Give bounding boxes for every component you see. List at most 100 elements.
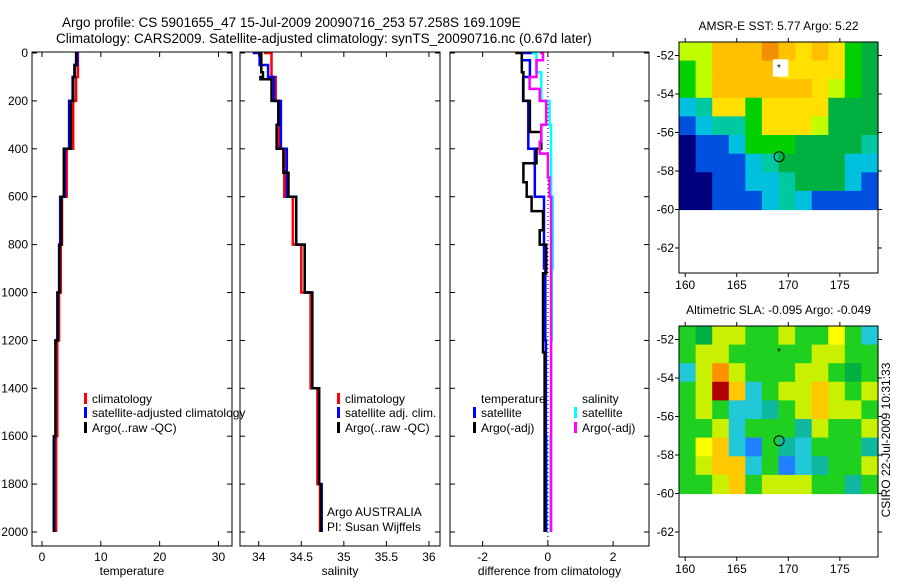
heatmap-cell [828,135,846,155]
heatmap-cell [795,172,813,192]
heatmap-cell [844,363,862,383]
heatmap-cell [728,419,746,439]
timestamp-stamp: CSIRO 22-Jul-2009 10:31:33 [879,362,893,517]
heatmap-cell [761,135,780,155]
legend-swatch-climatology [337,393,340,404]
legend-group-title: temperature [481,392,546,406]
y-tick-label: 1800 [1,477,28,491]
heatmap-cell [761,344,780,364]
heatmap-cell [778,42,796,62]
x-tick-label: 34 [252,550,266,564]
heatmap-cell [679,190,697,211]
heatmap-cell [728,60,746,80]
x-tick-label: 35 [337,550,351,564]
heatmap-cell [761,116,780,136]
heatmap-cell [745,153,763,173]
heatmap-cell [844,97,862,117]
heatmap-cell [712,437,730,457]
y-tick-label: 2000 [1,525,28,539]
profile-panels: 0 10 20 30020040060080010001200140016001800… [1,46,650,578]
heatmap-cell [778,344,796,364]
heatmap-cell [695,419,713,439]
float-position-marker [773,151,785,163]
difference-legend: temperature satellite Argo(-adj) salinit… [473,392,635,435]
y-tick-label: -58 [657,164,675,178]
salinity-panel: 34 34.5 35 35.5 36 salinity [239,51,441,578]
map-title: AMSR-E SST: 5.77 Argo: 5.22 [698,19,858,33]
heatmap-cell [761,456,780,476]
heatmap-cell [795,116,813,136]
heatmap-cell [795,60,813,80]
credit-line2: PI: Susan Wijffels [327,520,421,534]
x-tick-label: 165 [727,562,747,576]
series-line-salinity-argo-adj- [528,52,553,532]
heatmap-cell [795,419,813,439]
legend-label: Argo(..raw -QC) [345,421,430,435]
heatmap-cell [861,135,879,155]
heatmap-cell [679,97,697,117]
heatmap-cell [811,400,829,420]
legend-label: satellite adj. clim. [345,406,436,420]
heatmap-cell [728,437,746,457]
map-frame [678,41,879,274]
sla-map: * 160 165 170 175 -52 -54 -56 -58 -60 -62 Altimetri… [657,303,882,576]
figure-title-line2: Climatology: CARS2009. Satellite-adjuste… [56,31,592,46]
y-tick-label: 600 [8,190,28,204]
heatmap-cell [811,172,829,192]
heatmap-cell [828,190,846,211]
float-position-marker [773,435,785,447]
heatmap-cell [761,153,780,173]
heatmap-cell [728,190,746,211]
y-tick-label: 1400 [1,381,28,395]
x-tick-label: 2 [610,550,617,564]
heatmap-cell [844,42,862,62]
x-tick-label: -2 [477,550,488,564]
heatmap-cell [861,363,879,383]
legend-swatch [574,422,577,433]
legend-label: Argo(-adj) [481,421,534,435]
heatmap-cell [828,381,846,401]
heatmap-cell [828,79,846,99]
series-line-temperature-satellite [520,52,548,532]
heatmap-cell [844,419,862,439]
heatmap-cell [745,326,763,346]
heatmap-cell [761,97,780,117]
heatmap-cell [679,116,697,136]
x-tick-label: 160 [675,278,695,292]
heatmap-cell [745,97,763,117]
series-line-temperature-argo-adj- [515,52,548,532]
series-group [515,52,555,532]
series-group [52,52,80,532]
heatmap-cell [679,381,697,401]
masked-patch [772,59,789,77]
heatmap-cell [695,172,713,192]
heatmap-cell [861,437,879,457]
heatmap-cell [795,456,813,476]
heatmap-cell [811,456,829,476]
heatmap-cell [712,97,730,117]
heatmap-cell [761,42,780,62]
heatmap-cell [712,344,730,364]
heatmap-cell [828,116,846,136]
heatmap-cell [712,456,730,476]
heatmap-cell [712,135,730,155]
heatmap-cell [778,135,796,155]
heatmap-cell [811,116,829,136]
heatmap-cell [844,381,862,401]
heatmap-cell [745,381,763,401]
heatmap-cell [828,344,846,364]
y-tick-label: -52 [657,332,675,346]
heatmap-cell [679,437,697,457]
heatmap-cell [761,172,780,192]
heatmap-cell [844,60,862,80]
y-tick-label: 800 [8,238,28,252]
heatmap-cell [745,60,763,80]
heatmap-cell [695,381,713,401]
legend-swatch-argo [84,422,87,433]
y-tick-label: 200 [8,94,28,108]
heatmap-cell [745,437,763,457]
heatmap-cell [679,172,697,192]
heatmap-cell [761,326,780,346]
heatmap-cell [695,79,713,99]
heatmap-cell [778,172,796,192]
